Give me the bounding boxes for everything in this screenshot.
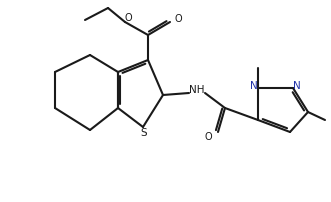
Text: NH: NH: [189, 85, 205, 95]
Text: S: S: [141, 128, 147, 138]
Text: O: O: [174, 14, 182, 24]
Text: N: N: [293, 81, 301, 91]
Text: O: O: [204, 132, 212, 142]
Text: N: N: [250, 81, 258, 91]
Text: O: O: [124, 13, 132, 23]
